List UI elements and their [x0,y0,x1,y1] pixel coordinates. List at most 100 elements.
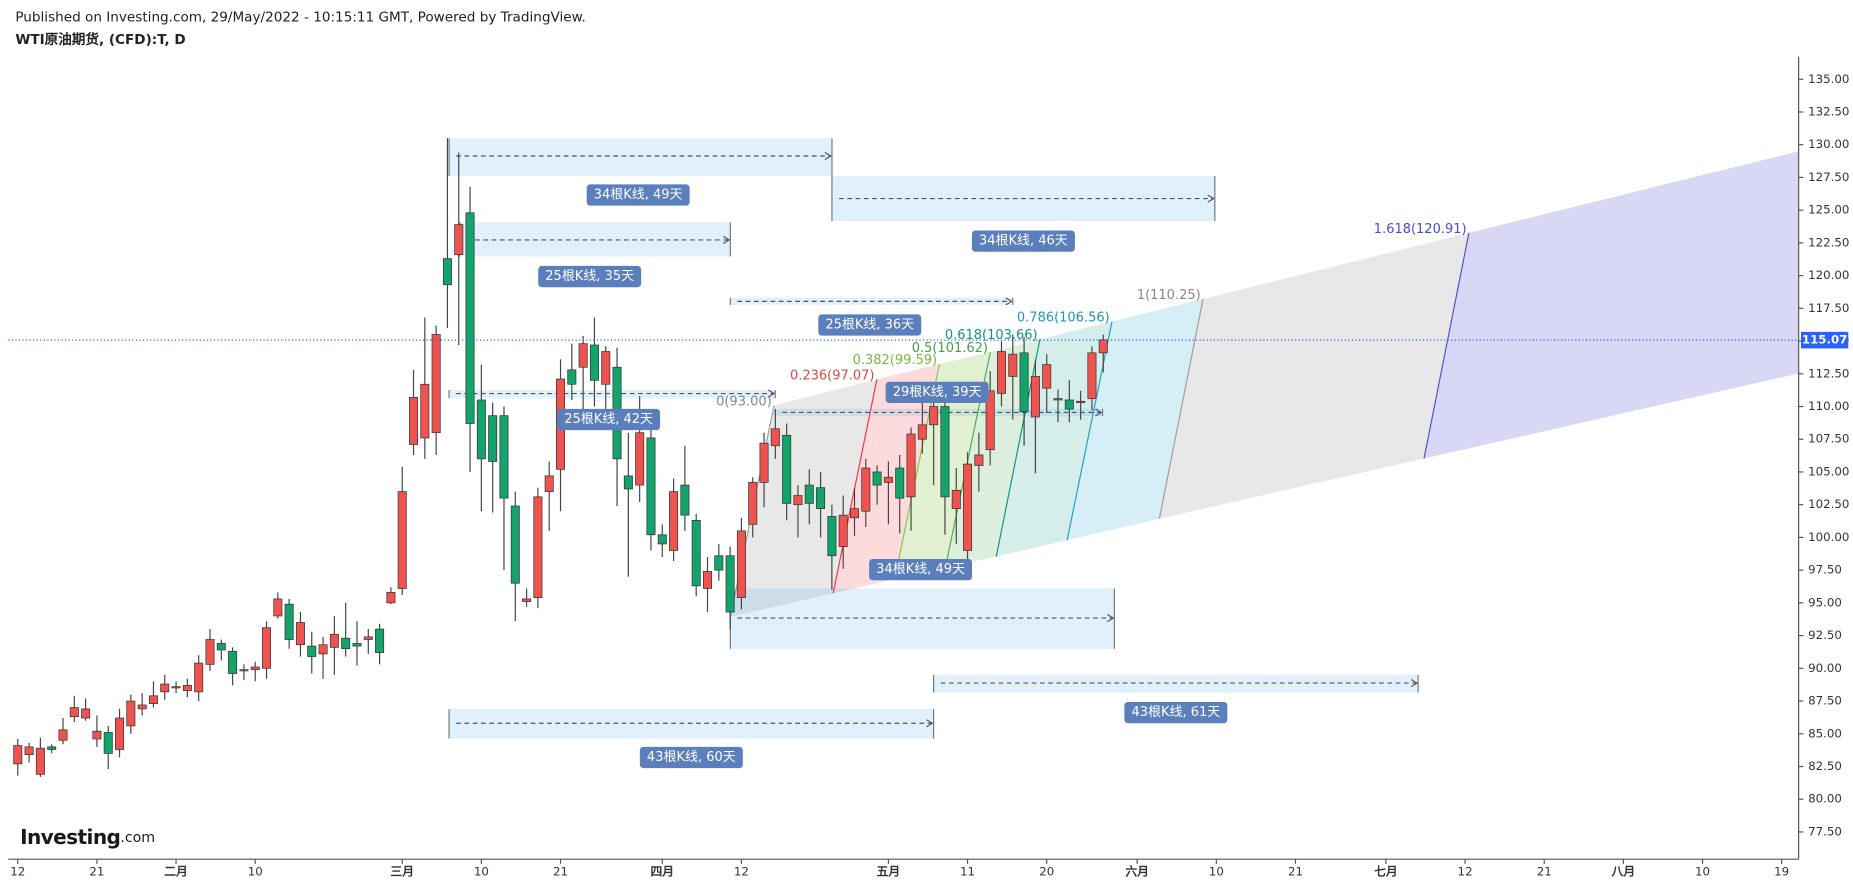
fib-level-label: 0.786(106.56) [1017,310,1110,325]
range-label: 25根K线, 42天 [564,412,653,427]
candle-body [182,684,192,691]
candle-body [115,717,125,750]
x-tick-label: 10 [1695,865,1710,879]
y-tick-label: 132.50 [1808,104,1849,118]
fib-level-line [832,379,878,594]
fib-zone [1067,299,1204,541]
y-tick-label: 107.50 [1808,432,1849,446]
candle-body [488,415,498,462]
candle-body [985,390,995,451]
candle-body [295,622,305,646]
candle-body [1030,376,1040,418]
axes: 77.50 80.00 82.50 85.00 87.50 90.00 92.50 95.00… [8,56,1849,879]
x-tick-label: 八月 [1611,865,1636,879]
last-price-badge [1801,331,1849,349]
x-tick-label: 12 [1458,865,1473,879]
candle-body [1008,353,1018,377]
range-label-bg [586,184,690,206]
x-tick-label: 五月 [877,865,901,879]
candle-body [307,645,317,657]
candle-body [194,662,204,693]
candle-body [148,695,158,705]
x-tick-label: 四月 [650,865,674,879]
candle-body [1098,339,1108,354]
range-arrow-head [1107,614,1115,623]
fib-level-label: 0.5(101.62) [912,341,988,356]
range-label-bg [1124,701,1228,724]
candle-body [872,471,882,486]
candle-body [883,476,893,483]
fib-level-label: 1(110.25) [1137,288,1201,303]
candle-body [827,516,837,557]
y-tick-label: 125.00 [1808,203,1849,217]
candle-body [657,534,667,545]
candle-body [81,708,91,719]
candle-body [205,639,215,665]
fib-level-label: 1.618(120.91) [1374,222,1467,237]
candle-body [329,633,339,648]
candle-body [996,351,1006,394]
candle-body [861,467,871,512]
range-label: 43根K线, 60天 [647,750,736,765]
candle-body [454,224,464,256]
range-arrow-head [767,389,776,398]
candle-body [397,491,407,589]
range-arrow-head [926,719,934,728]
candle-body [35,747,45,775]
x-tick-label: 12 [10,865,25,879]
candle-body [770,428,780,447]
candle-body [239,669,249,672]
logo: Investing.com [20,824,155,848]
candle-body [250,666,260,670]
x-tick-label: 10 [474,865,489,879]
candle-body [363,636,373,640]
x-tick-label: 七月 [1374,865,1398,879]
range-label-bg [557,408,661,431]
x-tick-label: 20 [1039,865,1054,879]
fib-level-label: 0.382(99.59) [853,353,937,368]
range-label: 25根K线, 36天 [825,318,914,333]
candle-body [804,484,814,504]
published-note: Published on Investing.com, 29/May/2022 … [15,10,585,26]
candle-body [69,707,79,718]
fib-zone [1159,232,1469,519]
candle-body [963,463,973,551]
fib-zone [1424,151,1799,459]
candle-body [352,643,362,647]
range-label-bg [538,265,642,288]
y-tick-label: 85.00 [1808,726,1842,740]
range-label: 34根K线, 46天 [979,234,1068,249]
candle-body [816,487,826,509]
y-tick-label: 97.50 [1808,563,1842,577]
candle-body [589,344,599,381]
x-tick-label: 二月 [164,865,188,879]
candle-body [567,369,577,385]
candle-body [13,745,23,765]
y-tick-label: 95.00 [1808,595,1842,609]
range-box [775,408,1103,417]
range-label: 34根K线, 49天 [876,562,965,577]
fib-level-line [1423,232,1470,459]
candle-body [578,343,588,368]
x-tick-label: 12 [734,865,749,879]
candle-body [375,628,385,653]
y-tick-label: 77.50 [1808,824,1842,838]
candle-body [103,732,113,754]
range-arrow-head [1095,408,1103,417]
range-arrow-head [1005,297,1013,306]
candle-body [47,746,57,750]
candle-body [1019,352,1029,413]
x-tick-label: 10 [248,865,263,879]
range-box [449,390,776,399]
y-tick-label: 110.00 [1808,399,1849,413]
candle-body [714,555,724,571]
candle-body [951,489,961,509]
candle-body [635,432,645,486]
range-label-bg [639,746,743,769]
candle-body [476,399,486,460]
candle-body [895,467,905,499]
candle-body [838,514,848,547]
y-tick-label: 130.00 [1808,137,1849,151]
candle-body [782,434,792,504]
